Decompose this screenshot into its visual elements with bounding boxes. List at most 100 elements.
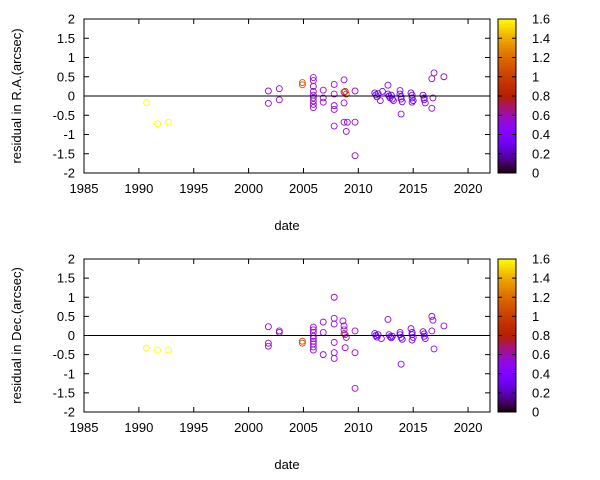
data-point <box>298 339 306 347</box>
data-point <box>430 69 438 77</box>
colorbar-band <box>498 108 516 111</box>
data-point <box>165 346 172 354</box>
colorbar-band <box>498 160 516 164</box>
y-tick-label: -2 <box>63 405 75 420</box>
colorbar-band <box>498 359 516 363</box>
y-tick-label: -1.5 <box>53 146 75 161</box>
data-point <box>309 332 317 340</box>
colorbar-band <box>498 57 516 61</box>
colorbar-band <box>498 165 516 169</box>
colorbar-band <box>498 404 516 408</box>
colorbar-band <box>498 349 516 353</box>
colorbar-band <box>498 163 516 167</box>
colorbar-band <box>498 378 516 382</box>
x-tick-label: 2005 <box>289 420 318 435</box>
colorbar-band <box>498 100 516 104</box>
colorbar-band <box>498 156 516 159</box>
panel-dec-colorbar: 0 0.2 0.4 0.6 0.8 1 1.2 1.4 1.6 <box>497 252 550 420</box>
colorbar-band <box>498 122 516 126</box>
data-point <box>420 330 428 338</box>
colorbar-band <box>498 120 516 123</box>
y-tick-label: -0.5 <box>53 347 75 362</box>
data-point <box>376 97 384 105</box>
data-point <box>408 98 416 106</box>
colorbar-band <box>498 373 516 377</box>
colorbar-band <box>498 342 516 346</box>
data-point <box>309 101 317 108</box>
colorbar-band <box>498 273 516 277</box>
data-point <box>264 99 272 107</box>
colorbar-band <box>498 352 516 356</box>
data-point <box>420 94 428 102</box>
colorbar-band <box>498 407 516 411</box>
data-point <box>408 91 416 99</box>
colorbar-band <box>498 282 516 286</box>
y-axis-label: residual in R.A.(arcsec) <box>9 28 24 163</box>
colorbar-band <box>498 129 516 133</box>
colorbar-band <box>498 69 516 73</box>
colorbar-band <box>498 333 516 336</box>
data-point <box>319 94 327 102</box>
data-point <box>428 75 436 83</box>
colorbar-band <box>498 361 516 365</box>
data-point <box>340 99 348 107</box>
data-point <box>397 333 405 341</box>
colorbar-band <box>498 266 516 269</box>
data-point <box>298 337 306 345</box>
colorbar-tick-label: 1 <box>532 309 539 324</box>
y-tick-label: -1.5 <box>53 385 75 400</box>
colorbar-tick-label: 1.2 <box>532 50 550 65</box>
colorbar-tick-label: 0.6 <box>532 108 550 123</box>
colorbar-band <box>498 62 516 66</box>
data-point <box>330 320 338 328</box>
colorbar-band <box>498 287 516 291</box>
colorbar-tick-label: 0.2 <box>532 385 550 400</box>
x-tick-label: 2000 <box>234 420 263 435</box>
colorbar-band <box>498 366 516 370</box>
panel-ra-axes: -2 -1.5 -1 -0.5 0 0.5 1 1.5 2 1985 1990 1995 2000 200… <box>9 12 491 233</box>
colorbar-band <box>498 397 516 401</box>
data-point <box>396 87 404 95</box>
y-tick-label: 1 <box>68 50 75 65</box>
colorbar-band <box>498 146 516 150</box>
data-point <box>341 344 349 352</box>
data-point <box>340 326 348 334</box>
data-point <box>398 335 406 343</box>
data-point <box>389 97 397 105</box>
x-tick-label: 1985 <box>70 181 99 196</box>
colorbar-band <box>498 47 516 51</box>
data-point <box>398 98 406 106</box>
colorbar-band <box>498 385 516 389</box>
data-point <box>428 327 436 335</box>
x-tick-label: 1990 <box>124 181 153 196</box>
colorbar-band <box>498 402 516 406</box>
colorbar-band <box>498 79 516 82</box>
x-tick-label: 2015 <box>399 420 428 435</box>
data-point <box>319 328 327 336</box>
y-tick-label: 0.5 <box>57 309 75 324</box>
data-point <box>397 110 405 118</box>
colorbar-band <box>498 280 516 284</box>
data-point <box>264 323 272 331</box>
data-point <box>440 322 448 330</box>
y-tick-label: -1 <box>63 127 75 142</box>
data-point <box>309 82 317 90</box>
colorbar-band <box>498 45 516 49</box>
data-point <box>143 99 150 106</box>
panel-dec: -2 -1.5 -1 -0.5 0 0.5 1 1.5 2 1985 1990 1995 2000 200… <box>9 252 550 473</box>
colorbar-band <box>498 43 516 46</box>
data-point <box>408 336 416 344</box>
data-point <box>309 97 317 105</box>
colorbar-band <box>498 93 516 97</box>
data-point <box>351 349 359 357</box>
colorbar-tick-label: 0.4 <box>532 366 550 381</box>
data-point <box>309 94 317 102</box>
colorbar-band <box>498 292 516 296</box>
x-tick-label: 2020 <box>454 181 483 196</box>
colorbar-band <box>498 91 516 94</box>
data-point <box>428 312 436 320</box>
colorbar-band <box>498 376 516 379</box>
colorbar-band <box>498 345 516 348</box>
colorbar-band <box>498 141 516 145</box>
